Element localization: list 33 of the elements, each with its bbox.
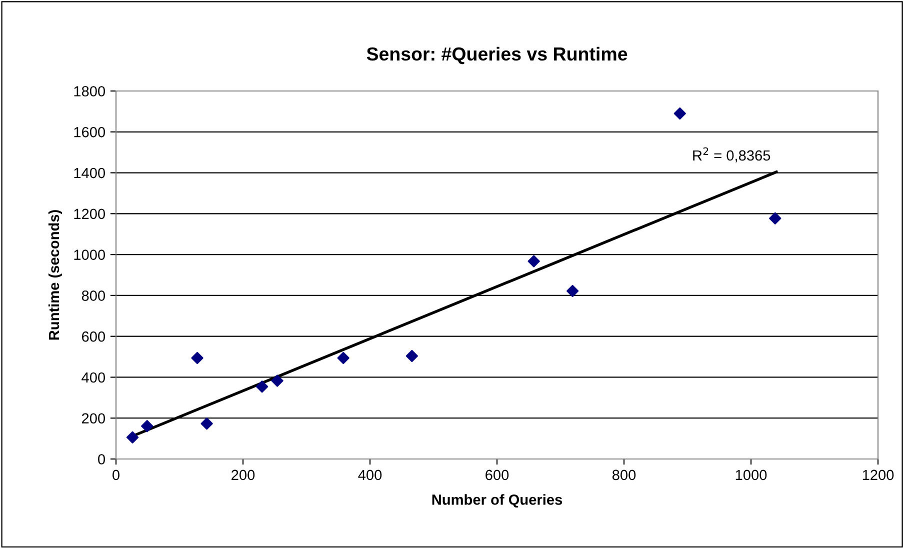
x-tick-label: 0 [112,470,120,480]
y-tick-label: 800 [82,290,106,301]
x-tick-label: 200 [232,470,255,480]
y-tick-label: 400 [82,372,106,383]
y-tick-label: 200 [82,413,106,424]
point [528,255,540,268]
y-tick-label: 600 [82,331,106,342]
y-tick-label: 1000 [74,250,106,260]
x-axis-title: Number of Queries [432,494,562,508]
point [406,350,418,362]
point [337,352,350,364]
point [769,212,782,224]
point [141,420,154,432]
x-tick-label: 400 [358,470,382,480]
x-tick-label: 600 [486,470,509,480]
y-tick-label: 1200 [74,208,106,220]
point [191,352,204,364]
y-tick-label: 0 [98,454,106,464]
y-tick-label: 1600 [74,126,106,138]
point [200,418,213,430]
point [256,380,268,393]
y-tick-label: 1400 [74,168,106,178]
x-tick-label: 1000 [736,470,767,480]
x-tick-label: 800 [612,470,636,480]
point [674,107,686,120]
y-axis-title: Runtime (seconds) [48,210,62,340]
point [566,284,579,298]
x-tick-label: 1200 [862,470,894,480]
annotation: R$^{2}$ = 0,8365 [693,147,770,162]
point [126,431,139,444]
chart-title: Sensor: #Queries vs Runtime [366,46,628,64]
point [271,374,284,387]
y-tick-label: 1800 [74,86,106,96]
